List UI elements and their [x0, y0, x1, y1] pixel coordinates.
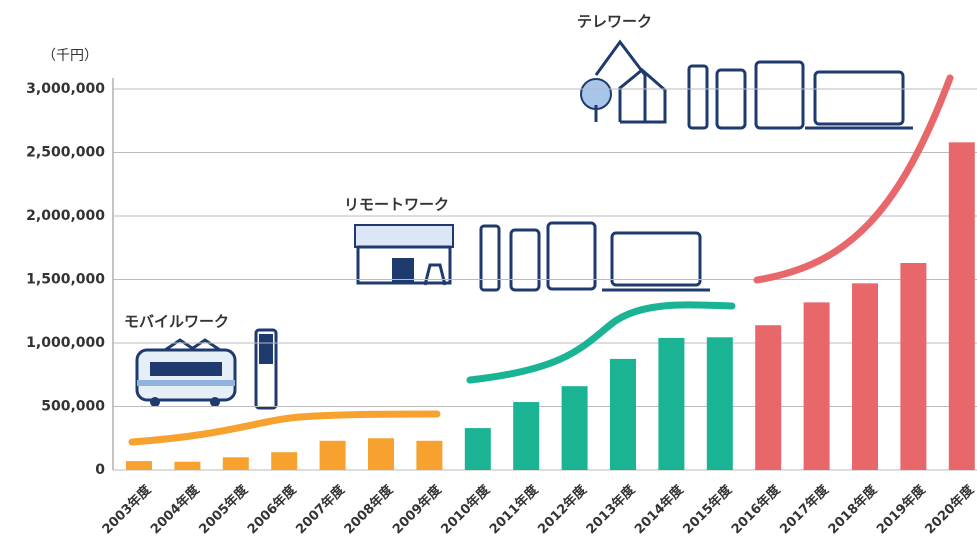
- bar: [658, 337, 685, 470]
- x-tick-label: 2003年度: [99, 481, 155, 537]
- bar: [706, 337, 733, 470]
- bar: [222, 457, 249, 470]
- x-tick-label: 2017年度: [777, 481, 833, 537]
- y-tick-label: 500,000: [41, 399, 105, 415]
- bar: [271, 452, 298, 470]
- x-tick-label: 2014年度: [631, 481, 687, 537]
- y-tick-label: 0: [95, 462, 105, 478]
- bar: [900, 262, 927, 470]
- annotation: テレワーク: [577, 13, 652, 31]
- annotation: モバイルワーク: [124, 313, 229, 331]
- x-tick-label: 2011年度: [486, 481, 542, 537]
- bar: [852, 283, 878, 470]
- y-tick-label: 2,000,000: [26, 208, 105, 224]
- x-tick-label: 2009年度: [389, 481, 445, 537]
- x-tick-label: 2008年度: [341, 481, 397, 537]
- x-tick-label: 2004年度: [147, 481, 203, 537]
- bar: [368, 438, 394, 470]
- x-tick-label: 2015年度: [680, 481, 736, 537]
- bar: [464, 428, 491, 470]
- y-tick-label: 3,000,000: [26, 81, 105, 97]
- x-tick-label: 2012年度: [535, 481, 591, 537]
- bar: [948, 142, 975, 470]
- x-tick-label: 2010年度: [438, 481, 494, 537]
- bar: [610, 358, 636, 470]
- illustrations: [135, 39, 913, 410]
- y-tick-label: 1,500,000: [26, 272, 105, 288]
- y-tick-label: 2,500,000: [26, 145, 105, 161]
- bar: [126, 461, 152, 470]
- annotation: リモートワーク: [344, 196, 449, 214]
- x-tick-label: 2006年度: [244, 481, 300, 537]
- x-tick-label: 2007年度: [293, 481, 349, 537]
- x-tick-label: 2018年度: [825, 481, 881, 537]
- trend-curves: [128, 74, 954, 446]
- x-tick-label: 2013年度: [583, 481, 639, 537]
- x-tick-label: 2019年度: [873, 481, 929, 537]
- bar: [416, 440, 443, 470]
- bar: [561, 386, 588, 470]
- bar: [755, 325, 782, 470]
- unit-label: （千円）: [42, 48, 98, 64]
- bar: [513, 402, 540, 470]
- x-tick-label: 2020年度: [922, 481, 977, 537]
- bar: [803, 302, 830, 470]
- x-tick-label: 2016年度: [728, 481, 784, 537]
- y-tick-label: 1,000,000: [26, 335, 105, 351]
- bar: [174, 461, 201, 470]
- x-tick-label: 2005年度: [196, 481, 252, 537]
- bar: [319, 440, 346, 470]
